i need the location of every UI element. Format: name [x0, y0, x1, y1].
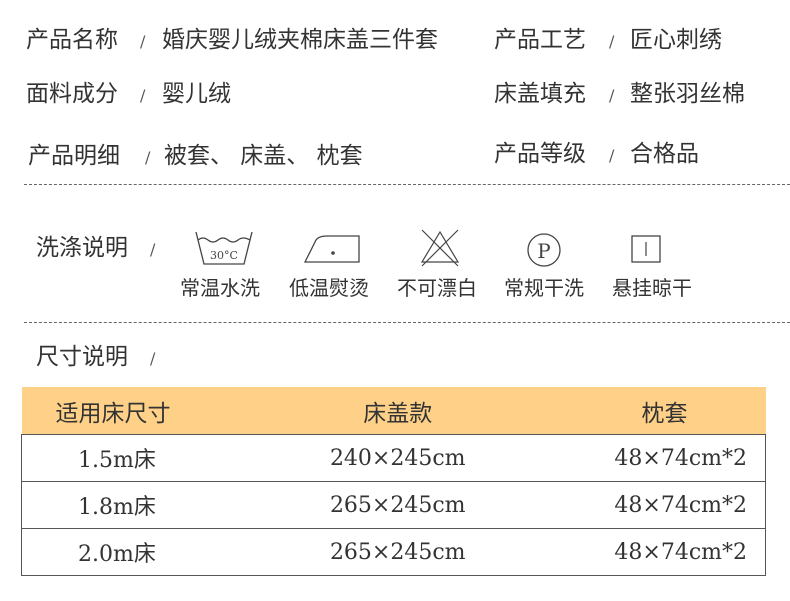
label-contents: 产品明细 — [28, 143, 120, 169]
low-temp-iron-icon — [303, 235, 360, 263]
dry-clean-p-icon: P — [527, 233, 561, 267]
value-grade: 合格品 — [630, 141, 699, 167]
cell-bedspread: 265×245cm — [309, 481, 487, 529]
cell-pillowcase: 48×74cm*2 — [486, 481, 766, 529]
label-filling: 床盖填充 — [494, 81, 586, 107]
cell-pillowcase: 48×74cm*2 — [486, 528, 766, 576]
cell-bedspread: 240×245cm — [309, 434, 487, 482]
size-title: 尺寸说明 — [36, 344, 128, 370]
value-fabric: 婴儿绒 — [162, 81, 231, 107]
cell-bed-size: 2.0m床 — [21, 528, 309, 576]
separator: / — [150, 240, 156, 259]
col-pillowcase: 枕套 — [486, 387, 766, 435]
caption-no-bleach: 不可漂白 — [397, 276, 477, 300]
value-product-name: 婚庆婴儿绒夹棉床盖三件套 — [162, 27, 438, 53]
separator: / — [609, 86, 615, 105]
separator: / — [140, 86, 146, 105]
no-bleach-icon — [420, 229, 460, 267]
table-row: 1.5m床 240×245cm 48×74cm*2 — [21, 434, 766, 482]
caption-normal-wash: 常温水洗 — [180, 276, 260, 300]
cell-bedspread: 265×245cm — [309, 528, 487, 576]
cell-bed-size: 1.8m床 — [21, 481, 309, 529]
dry-clean-letter: P — [537, 239, 550, 263]
divider — [24, 184, 790, 185]
label-craft: 产品工艺 — [494, 27, 586, 53]
separator: / — [150, 349, 156, 368]
separator: / — [145, 148, 151, 167]
label-fabric: 面料成分 — [26, 81, 118, 107]
wash-temp-text: 30°C — [210, 249, 238, 262]
separator: / — [140, 32, 146, 51]
label-product-name: 产品名称 — [26, 27, 118, 53]
caption-hang-dry: 悬挂晾干 — [612, 276, 692, 300]
wash-title: 洗涤说明 — [36, 235, 128, 261]
col-bed-size: 适用床尺寸 — [21, 387, 309, 435]
table-header: 适用床尺寸 床盖款 枕套 — [21, 387, 766, 435]
value-filling: 整张羽丝棉 — [630, 81, 745, 107]
caption-dry-clean: 常规干洗 — [504, 276, 584, 300]
wash-30c-icon: 30°C — [195, 231, 253, 265]
hang-dry-icon — [631, 235, 661, 263]
divider — [24, 322, 790, 323]
table-row: 2.0m床 265×245cm 48×74cm*2 — [21, 528, 766, 576]
cell-pillowcase: 48×74cm*2 — [486, 434, 766, 482]
caption-low-iron: 低温熨烫 — [289, 276, 369, 300]
col-bedspread: 床盖款 — [309, 387, 487, 435]
size-table: 适用床尺寸 床盖款 枕套 1.5m床 240×245cm 48×74cm*2 1… — [21, 387, 766, 576]
separator: / — [609, 146, 615, 165]
label-grade: 产品等级 — [494, 141, 586, 167]
cell-bed-size: 1.5m床 — [21, 434, 309, 482]
table-row: 1.8m床 265×245cm 48×74cm*2 — [21, 481, 766, 529]
separator: / — [609, 32, 615, 51]
value-craft: 匠心刺绣 — [630, 27, 722, 53]
value-contents: 被套、 床盖、 枕套 — [164, 143, 363, 169]
